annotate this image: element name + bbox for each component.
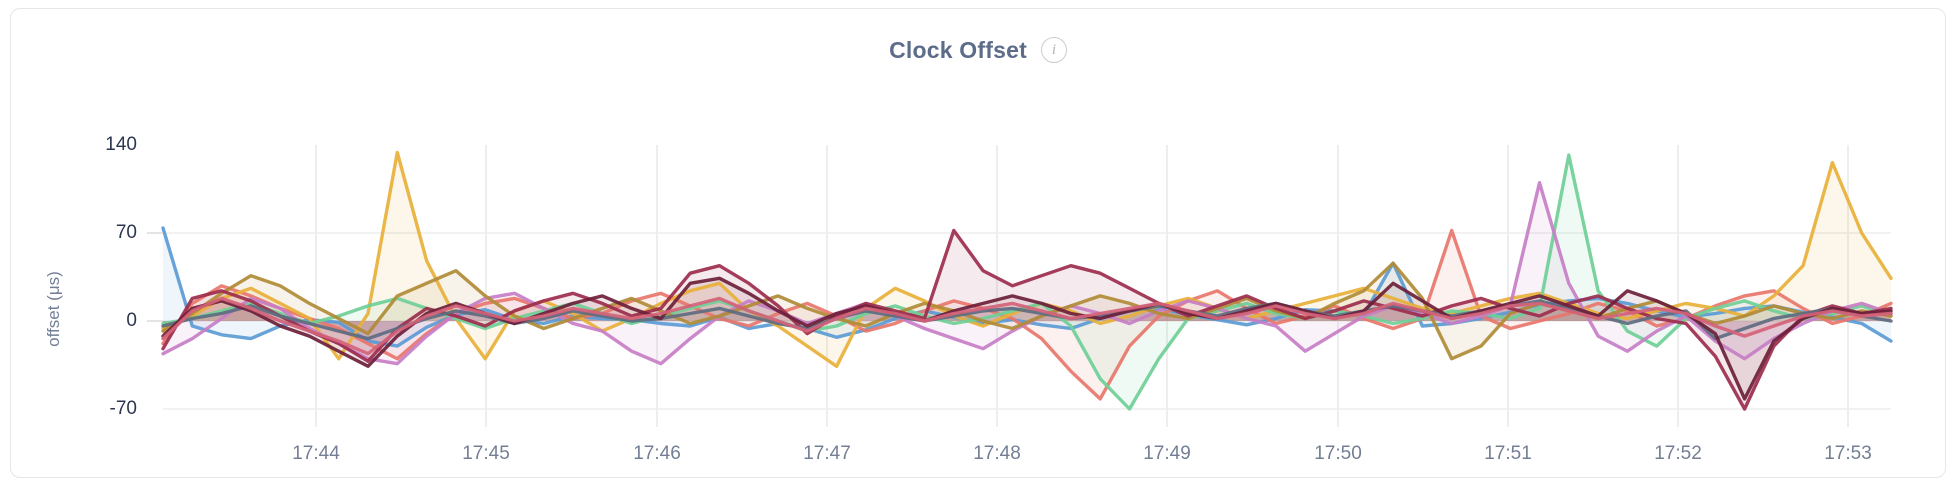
series-lines	[161, 150, 1893, 411]
page-title: Clock Offset	[889, 36, 1027, 63]
x-tick-label: 17:48	[973, 443, 1021, 464]
series-line-node-7[interactable]	[161, 228, 1893, 411]
x-tick-label: 17:47	[803, 443, 851, 464]
x-tick-label: 17:53	[1824, 443, 1872, 464]
series-area-node-9	[163, 278, 1891, 399]
chart-plot-area[interactable]: 140 70 0 -70 17:44 17:45 17:46 17:47 17:48 17:49…	[11, 9, 1946, 478]
series-area-node-8	[163, 300, 1891, 339]
series-line-node-10[interactable]	[161, 296, 1893, 356]
clock-offset-panel: Clock Offset i 140 70 0 -70 17:44 17:45 17:46…	[10, 8, 1946, 478]
y-tick-label: 140	[105, 134, 137, 155]
x-tick-label: 17:44	[292, 443, 340, 464]
x-tick-label: 17:49	[1143, 443, 1191, 464]
series-area-node-6	[163, 263, 1891, 359]
panel-header: Clock Offset i	[11, 29, 1945, 71]
x-tick-label: 17:52	[1654, 443, 1702, 464]
x-tick-label: 17:46	[633, 443, 681, 464]
x-tick-label: 17:50	[1314, 443, 1362, 464]
series-area-node-7	[163, 230, 1891, 409]
vertical-gridlines	[315, 145, 1849, 427]
info-circle-icon[interactable]: i	[1040, 37, 1067, 63]
x-tick-label: 17:51	[1484, 443, 1532, 464]
x-tick-label: 17:45	[462, 443, 510, 464]
series-area-node-2	[163, 230, 1891, 399]
x-axis-ticks: 17:44 17:45 17:46 17:47 17:48 17:49 17:50 17:51…	[292, 443, 1872, 464]
y-tick-label: 0	[126, 310, 137, 331]
y-tick-label: -70	[110, 398, 137, 419]
y-axis-ticks: 140 70 0 -70	[105, 134, 163, 419]
series-line-node-9[interactable]	[161, 276, 1893, 401]
y-axis-title: offset (μs)	[44, 271, 63, 347]
y-tick-label: 70	[116, 222, 137, 243]
clock-offset-line-chart[interactable]: 140 70 0 -70 17:44 17:45 17:46 17:47 17:48 17:49…	[11, 9, 1946, 478]
